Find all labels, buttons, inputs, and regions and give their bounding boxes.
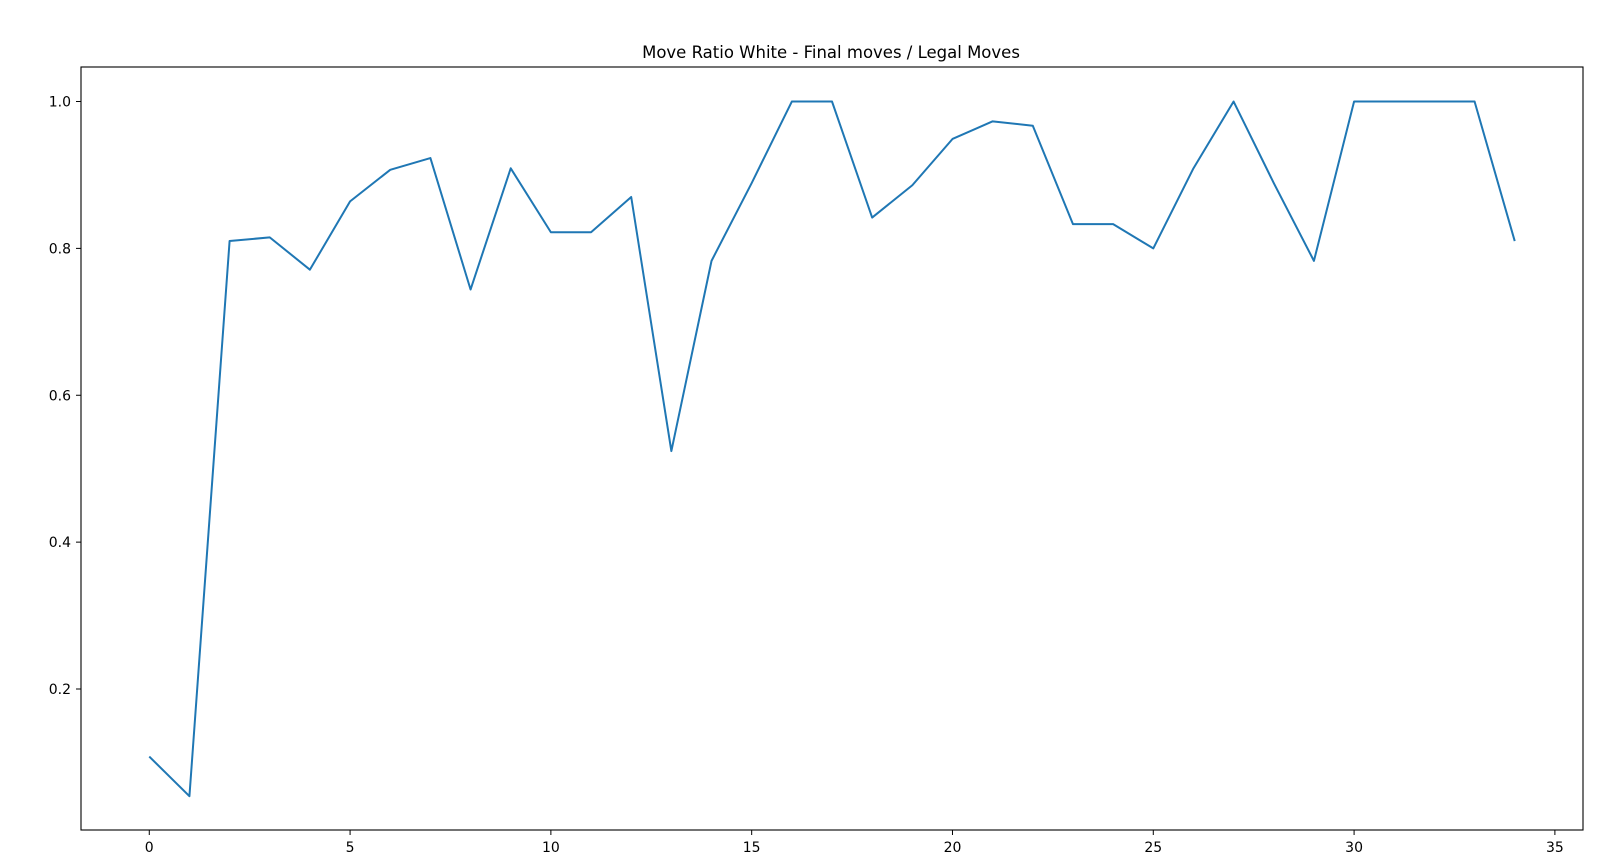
y-tick-label: 1.0 bbox=[49, 95, 71, 111]
y-tick-label: 0.2 bbox=[49, 682, 71, 698]
y-tick-label: 0.8 bbox=[49, 241, 71, 257]
y-tick-label: 0.6 bbox=[49, 388, 71, 404]
x-tick-label: 30 bbox=[1345, 840, 1363, 856]
x-tick-label: 35 bbox=[1546, 840, 1564, 856]
x-tick-label: 0 bbox=[145, 840, 154, 856]
plot-area: 0 5 10 15 20 25 30 35 0.2 0.4 0.6 0.8 1.0 bbox=[49, 66, 1584, 856]
series-line-0 bbox=[148, 100, 1516, 798]
axes-frame bbox=[80, 66, 1584, 831]
x-tick-label: 25 bbox=[1144, 840, 1162, 856]
x-tick-label: 10 bbox=[542, 840, 560, 856]
x-tick-label: 15 bbox=[743, 840, 761, 856]
y-tick-label: 0.4 bbox=[49, 535, 71, 551]
x-tick-label: 5 bbox=[346, 840, 355, 856]
chart-title: Move Ratio White - Final moves / Legal M… bbox=[642, 43, 1020, 62]
x-tick-label: 20 bbox=[944, 840, 962, 856]
